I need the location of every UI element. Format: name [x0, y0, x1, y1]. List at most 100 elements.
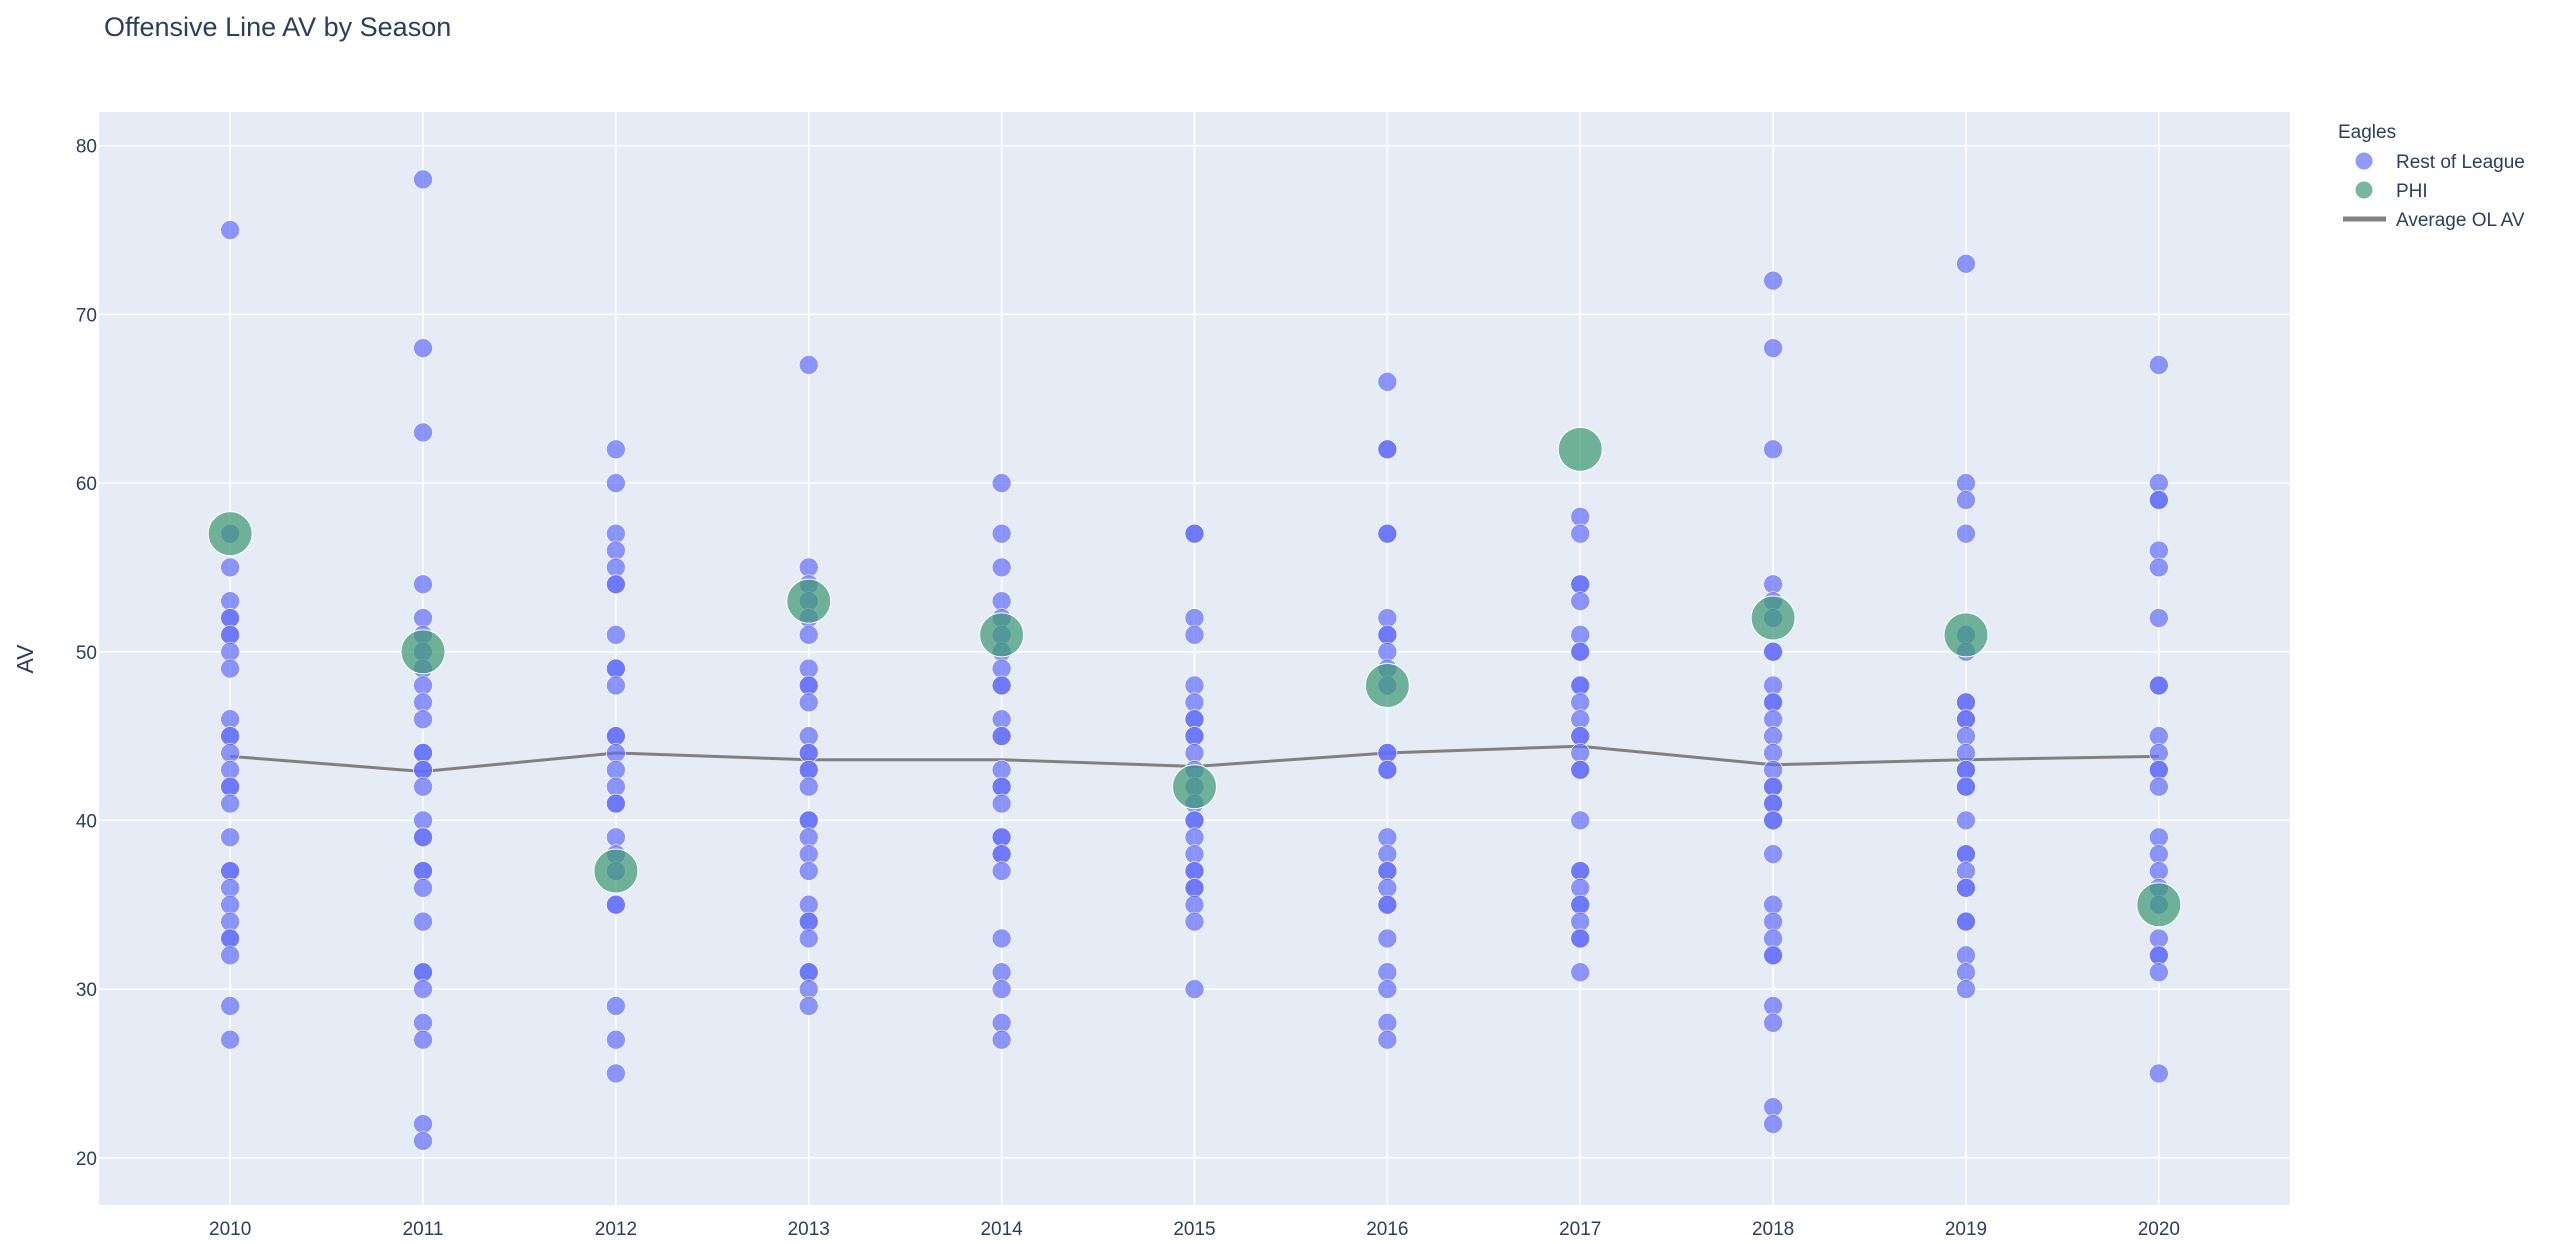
rest-of-league-point — [1184, 827, 1205, 848]
rest-of-league-point — [1763, 726, 1783, 746]
rest-of-league-point — [991, 793, 1012, 814]
rest-of-league-point — [1570, 878, 1591, 898]
rest-of-league-point — [1377, 928, 1398, 949]
rest-of-league-point — [1184, 743, 1205, 763]
rest-of-league-point — [1184, 844, 1205, 864]
rest-of-league-point — [220, 928, 240, 949]
x-tick-label: 2012 — [595, 1219, 637, 1240]
rest-of-league-point — [413, 1114, 433, 1134]
rest-of-league-point — [1763, 641, 1783, 662]
rest-of-league-point — [798, 962, 819, 983]
rest-of-league-point — [991, 962, 1012, 983]
rest-of-league-point — [1956, 776, 1976, 797]
legend-marker-rest-of-league — [2355, 152, 2373, 170]
legend-label-phi: PHI — [2396, 181, 2428, 202]
phi-points — [207, 426, 2182, 928]
rest-of-league-point — [220, 1029, 240, 1050]
rest-of-league-point — [606, 439, 626, 460]
phi-point — [207, 511, 253, 557]
rest-of-league-point — [798, 928, 819, 949]
rest-of-league-point — [606, 1029, 626, 1050]
phi-point — [1750, 595, 1796, 641]
rest-of-league-point — [1377, 641, 1398, 662]
rest-of-league-point — [606, 473, 626, 493]
x-tick-label: 2015 — [1173, 1219, 1215, 1240]
rest-of-league-point — [1184, 894, 1205, 915]
rest-of-league-point — [798, 658, 819, 679]
rest-of-league-point — [1570, 692, 1591, 713]
rest-of-league-point — [798, 979, 819, 999]
rest-of-league-point — [1956, 878, 1976, 898]
rest-of-league-point — [1377, 878, 1398, 898]
rest-of-league-point — [1956, 473, 1976, 493]
rest-of-league-point — [2149, 473, 2169, 493]
rest-of-league-point — [1570, 894, 1591, 915]
rest-of-league-point — [2149, 540, 2169, 561]
rest-of-league-point — [798, 861, 819, 881]
rest-of-league-point — [220, 743, 240, 763]
rest-of-league-point — [220, 776, 240, 797]
phi-point — [2136, 882, 2182, 928]
phi-point — [1557, 426, 1603, 472]
rest-of-league-point — [1184, 810, 1205, 831]
rest-of-league-point — [1377, 979, 1398, 999]
rest-of-league-point — [1763, 928, 1783, 949]
rest-of-league-point — [2149, 726, 2169, 746]
rest-of-league-point — [1956, 490, 1976, 510]
rest-of-league-point — [991, 557, 1012, 578]
rest-of-league-point — [606, 523, 626, 544]
rest-of-league-point — [413, 776, 433, 797]
rest-of-league-point — [606, 894, 626, 915]
rest-of-league-point — [606, 726, 626, 746]
rest-of-league-point — [1570, 760, 1591, 780]
rest-of-league-point — [1956, 810, 1976, 831]
rest-of-league-point — [1570, 743, 1591, 763]
rest-of-league-point — [220, 220, 240, 240]
rest-of-league-point — [1763, 776, 1783, 797]
rest-of-league-point — [413, 810, 433, 831]
rest-of-league-point — [1570, 523, 1591, 544]
rest-of-league-point — [1377, 861, 1398, 881]
rest-of-league-point — [413, 962, 433, 983]
rest-of-league-point — [2149, 962, 2169, 983]
rest-of-league-point — [1763, 338, 1783, 358]
rest-of-league-point — [220, 894, 240, 915]
rest-of-league-point — [413, 338, 433, 358]
rest-of-league-point — [606, 540, 626, 561]
rest-of-league-point — [1956, 861, 1976, 881]
rest-of-league-point — [1763, 844, 1783, 864]
rest-of-league-point — [606, 557, 626, 578]
rest-of-league-point — [606, 793, 626, 814]
rest-of-league-point — [2149, 490, 2169, 510]
rest-of-league-point — [798, 810, 819, 831]
rest-of-league-point — [2149, 743, 2169, 763]
rest-of-league-point — [1184, 709, 1205, 730]
rest-of-league-point — [991, 658, 1012, 679]
y-tick-label: 70 — [76, 305, 97, 326]
rest-of-league-point — [1570, 911, 1591, 932]
rest-of-league-point — [2149, 1063, 2169, 1084]
rest-of-league-point — [1377, 523, 1398, 544]
rest-of-league-point — [1184, 625, 1205, 645]
rest-of-league-point — [1956, 523, 1976, 544]
rest-of-league-point — [1570, 928, 1591, 949]
rest-of-league-point — [1956, 692, 1976, 713]
phi-point — [1172, 764, 1217, 810]
rest-of-league-point — [1377, 894, 1398, 915]
legend-title: Eagles — [2338, 122, 2396, 143]
x-tick-label: 2010 — [209, 1219, 251, 1240]
rest-of-league-point — [1184, 861, 1205, 881]
legend-label-rest-of-league: Rest of League — [2396, 152, 2525, 173]
rest-of-league-point — [1570, 810, 1591, 831]
x-tick-label: 2020 — [2138, 1219, 2180, 1240]
rest-of-league-point — [413, 574, 433, 595]
rest-of-league-point — [220, 793, 240, 814]
rest-of-league-point — [1570, 625, 1591, 645]
rest-of-league-point — [1184, 608, 1205, 628]
rest-of-league-point — [220, 591, 240, 611]
rest-of-league-point — [798, 726, 819, 746]
rest-of-league-point — [220, 996, 240, 1016]
rest-of-league-point — [606, 996, 626, 1016]
rest-of-league-point — [1763, 574, 1783, 595]
